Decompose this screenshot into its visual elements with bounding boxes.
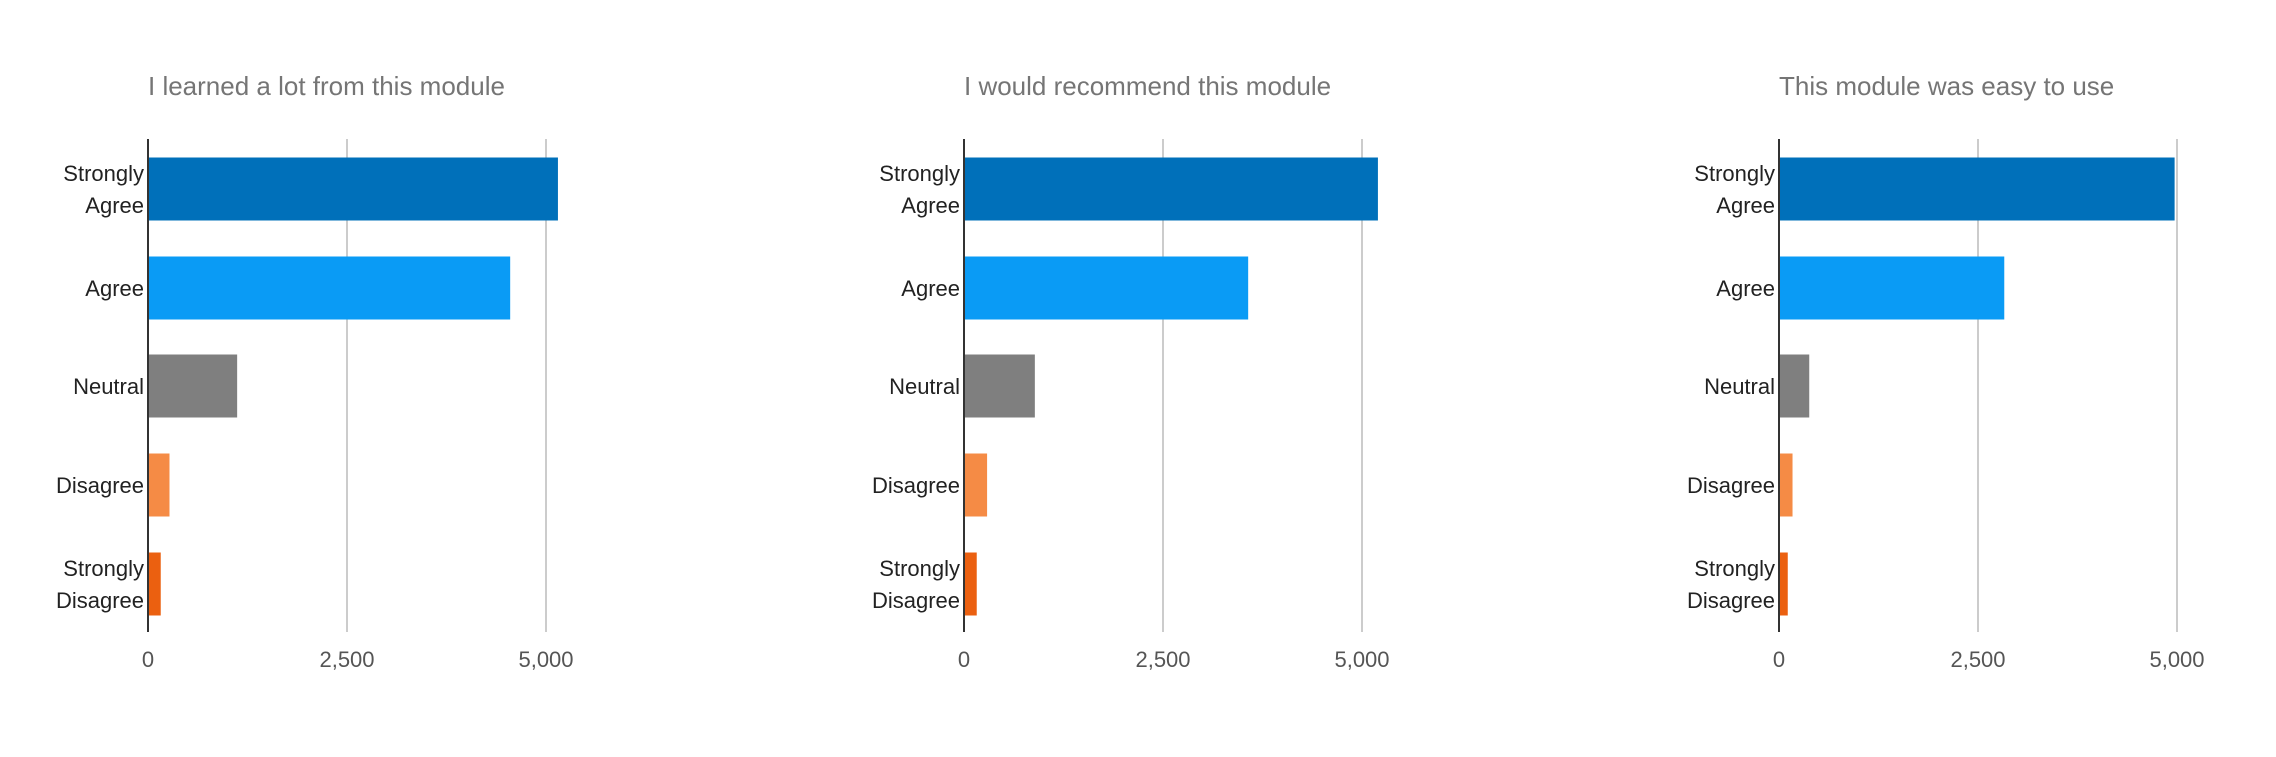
category-label: Strongly: [1694, 161, 1775, 186]
bar: [964, 256, 1249, 320]
category-label: Disagree: [1687, 473, 1775, 498]
category-label: Agree: [85, 193, 144, 218]
x-tick-label: 2,500: [1950, 647, 2005, 672]
category-label: Strongly: [879, 161, 960, 186]
x-tick-label: 2,500: [319, 647, 374, 672]
category-label: Disagree: [872, 588, 960, 613]
bar: [964, 354, 1035, 418]
x-tick-label: 5,000: [518, 647, 573, 672]
chart-title: I learned a lot from this module: [148, 71, 505, 101]
bar: [964, 157, 1378, 221]
category-label: Neutral: [889, 374, 960, 399]
bar: [1779, 354, 1810, 418]
category-label: Strongly: [63, 161, 144, 186]
x-tick-label: 0: [142, 647, 154, 672]
category-label: Agree: [85, 276, 144, 301]
bar: [148, 157, 558, 221]
bar: [964, 552, 977, 616]
bar: [148, 354, 238, 418]
bar: [148, 552, 161, 616]
category-label: Strongly: [1694, 556, 1775, 581]
x-tick-label: 5,000: [1334, 647, 1389, 672]
category-label: Agree: [901, 276, 960, 301]
bar: [1779, 157, 2175, 221]
chart-panel-1: I learned a lot from this module Strongly…: [56, 71, 574, 672]
category-label: Agree: [1716, 193, 1775, 218]
x-tick-label: 2,500: [1135, 647, 1190, 672]
chart-title: This module was easy to use: [1779, 71, 2114, 101]
chart-panel-2: I would recommend this module Strongly Agr…: [872, 71, 1390, 672]
chart-title: I would recommend this module: [964, 71, 1331, 101]
chart-panel-3: This module was easy to use Strongly Agree…: [1687, 71, 2205, 672]
category-label: Neutral: [73, 374, 144, 399]
x-tick-label: 0: [1773, 647, 1785, 672]
category-label: Disagree: [872, 473, 960, 498]
bar: [1779, 256, 2005, 320]
bar: [1779, 552, 1788, 616]
category-label: Disagree: [56, 473, 144, 498]
bar: [148, 256, 511, 320]
category-label: Disagree: [56, 588, 144, 613]
category-label: Strongly: [63, 556, 144, 581]
x-tick-label: 0: [958, 647, 970, 672]
category-label: Disagree: [1687, 588, 1775, 613]
bar: [148, 453, 170, 517]
category-label: Agree: [901, 193, 960, 218]
bar: [964, 453, 988, 517]
category-label: Strongly: [879, 556, 960, 581]
category-label: Agree: [1716, 276, 1775, 301]
bar: [1779, 453, 1793, 517]
x-tick-label: 5,000: [2149, 647, 2204, 672]
category-label: Neutral: [1704, 374, 1775, 399]
